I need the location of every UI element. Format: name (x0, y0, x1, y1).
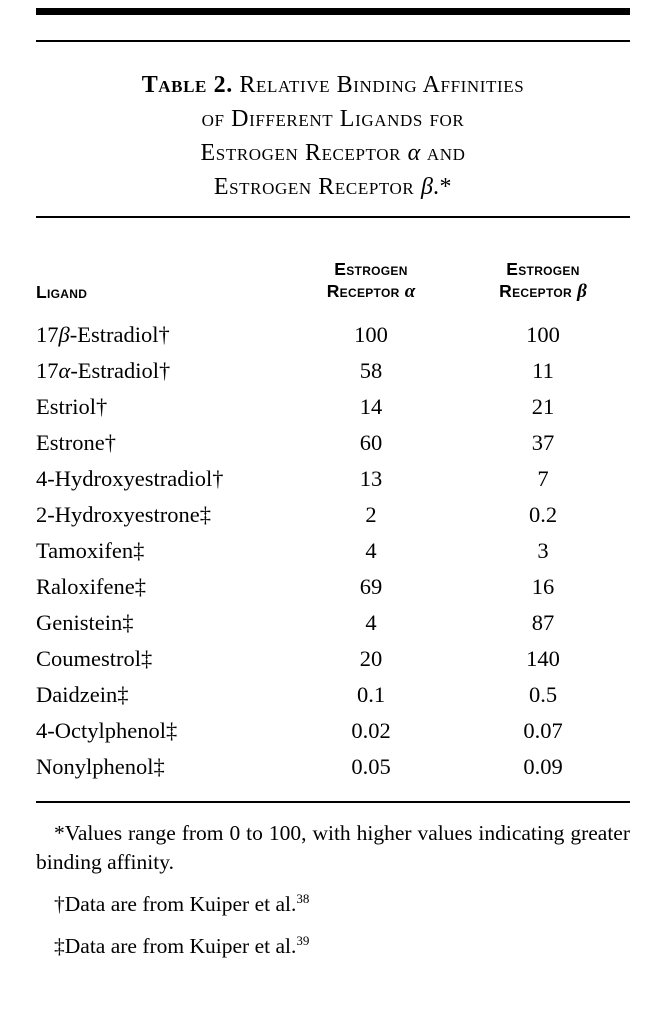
footnote-dagger-text: †Data are from Kuiper et al. (54, 892, 297, 916)
ligand-cell: Coumestrol‡ (36, 646, 153, 671)
er-beta-value: 37 (531, 430, 555, 455)
er-beta-value: 87 (531, 610, 555, 635)
er-beta-value: 7 (537, 466, 549, 491)
footnote-double-dagger-ref: 39 (296, 932, 310, 948)
table-row: Raloxifene‡ 69 16 (36, 569, 630, 605)
er-beta-value: 21 (531, 394, 555, 419)
ligand-cell: Nonylphenol‡ (36, 754, 165, 779)
header-er-beta-line2: Receptor β (456, 280, 630, 303)
paper-table-panel: Table 2. Relative Binding Affinities of … (0, 8, 666, 1012)
top-thick-rule (36, 8, 630, 15)
table-row: Coumestrol‡ 20 140 (36, 641, 630, 677)
er-alpha-value: 0.1 (356, 682, 386, 707)
alpha-symbol: α (404, 281, 416, 302)
table-body: 17β-Estradiol† 100 100 17α-Estradiol† 58 11 Es… (36, 317, 630, 785)
beta-symbol: β (420, 174, 433, 200)
title-line1-rest: Relative Binding Affinities (232, 72, 525, 98)
table-row: 4-Octylphenol‡ 0.02 0.07 (36, 713, 630, 749)
receptor-label: Receptor (499, 281, 578, 301)
er-alpha-value: 0.05 (351, 754, 391, 779)
er-beta-value: 3 (537, 538, 549, 563)
er-alpha-value: 20 (359, 646, 383, 671)
table-row: Genistein‡ 4 87 (36, 605, 630, 641)
title-line-2: of Different Ligands for (201, 106, 465, 132)
ligand-cell: Raloxifene‡ (36, 574, 146, 599)
top-thin-rule (36, 40, 630, 42)
table-row: 17β-Estradiol† 100 100 (36, 317, 630, 353)
er-alpha-value: 2 (365, 502, 377, 527)
er-beta-value: 0.09 (523, 754, 563, 779)
header-er-alpha: Estrogen Receptor α (286, 258, 456, 303)
title-line-3: Estrogen Receptor α and (36, 136, 630, 170)
table-row: Tamoxifen‡ 4 3 (36, 533, 630, 569)
er-beta-value: 0.07 (523, 718, 563, 743)
er-alpha-value: 69 (359, 574, 383, 599)
er-beta-value: 0.5 (528, 682, 558, 707)
footnote-asterisk: *Values range from 0 to 100, with higher… (36, 821, 630, 874)
header-ligand: Ligand (36, 282, 88, 302)
ligand-cell: Estriol† (36, 394, 108, 419)
er-beta-value: 16 (531, 574, 555, 599)
er-alpha-value: 13 (359, 466, 383, 491)
table-header: Ligand Estrogen Receptor α Estrogen Rece… (36, 218, 630, 317)
er-alpha-value: 4 (365, 538, 377, 563)
er-beta-value: 0.2 (528, 502, 558, 527)
er-alpha-value: 100 (354, 322, 388, 347)
er-alpha-value: 60 (359, 430, 383, 455)
footnote-double-dagger: ‡Data are from Kuiper et al.39 (36, 932, 630, 961)
ligand-cell: Genistein‡ (36, 610, 134, 635)
table-row: 4-Hydroxyestradiol† 13 7 (36, 461, 630, 497)
title-line3-post: and (420, 140, 466, 166)
ligand-cell: Tamoxifen‡ (36, 538, 145, 563)
footnote-double-dagger-text: ‡Data are from Kuiper et al. (54, 934, 297, 958)
er-alpha-value: 58 (359, 358, 383, 383)
header-er-alpha-line1: Estrogen (334, 259, 408, 279)
header-er-alpha-line2: Receptor α (286, 280, 456, 303)
er-alpha-value: 0.02 (351, 718, 391, 743)
ligand-cell: Daidzein‡ (36, 682, 129, 707)
ligand-cell: 2-Hydroxyestrone‡ (36, 502, 211, 527)
beta-symbol: β (577, 281, 587, 302)
table-row: Estriol† 14 21 (36, 389, 630, 425)
ligand-cell: 4-Octylphenol‡ (36, 718, 178, 743)
title-divider-rule (36, 216, 630, 218)
er-beta-value: 140 (526, 646, 560, 671)
header-er-beta: Estrogen Receptor β (456, 258, 630, 303)
receptor-label: Receptor (326, 281, 405, 301)
table-row: Daidzein‡ 0.1 0.5 (36, 677, 630, 713)
title-line-1: Table 2. Relative Binding Affinities (36, 68, 630, 102)
ligand-cell: Estrone† (36, 430, 116, 455)
title-line4-post: .* (432, 174, 453, 200)
title-line-4: Estrogen Receptor β.* (36, 170, 630, 204)
ligand-cell: 17β-Estradiol† (36, 322, 170, 347)
ligand-cell: 17α-Estradiol† (36, 358, 171, 383)
table-number-label: Table 2. (141, 72, 233, 98)
er-beta-value: 11 (532, 358, 554, 383)
title-line3-pre: Estrogen Receptor (200, 140, 408, 166)
er-alpha-value: 4 (365, 610, 377, 635)
table-row: Estrone† 60 37 (36, 425, 630, 461)
table-title: Table 2. Relative Binding Affinities of … (36, 68, 630, 204)
er-alpha-value: 14 (359, 394, 383, 419)
title-line4-pre: Estrogen Receptor (213, 174, 421, 200)
table-row: 2-Hydroxyestrone‡ 2 0.2 (36, 497, 630, 533)
footnotes: *Values range from 0 to 100, with higher… (36, 803, 630, 961)
footnote-dagger-ref: 38 (296, 890, 310, 906)
er-beta-value: 100 (526, 322, 560, 347)
ligand-cell: 4-Hydroxyestradiol† (36, 466, 224, 491)
header-er-beta-line1: Estrogen (506, 259, 580, 279)
footnote-dagger: †Data are from Kuiper et al.38 (36, 890, 630, 919)
table-row: 17α-Estradiol† 58 11 (36, 353, 630, 389)
alpha-symbol: α (407, 140, 421, 166)
bottom-rule (36, 801, 630, 803)
table-row: Nonylphenol‡ 0.05 0.09 (36, 749, 630, 785)
